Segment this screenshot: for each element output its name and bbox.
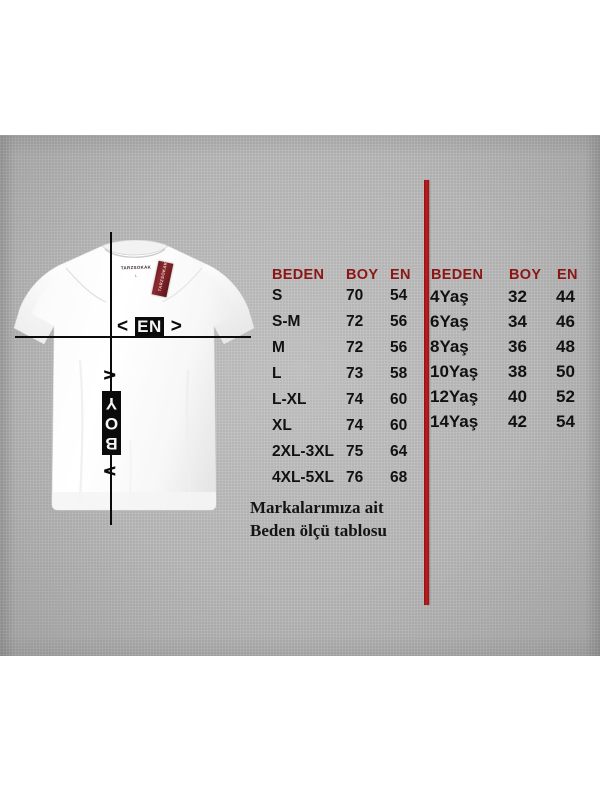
length-annotation-label: BOY xyxy=(101,390,121,455)
cell-length: 74 xyxy=(346,416,364,434)
cell-width: 46 xyxy=(556,311,575,331)
cell-width: 48 xyxy=(556,336,575,356)
cell-width: 60 xyxy=(390,416,408,434)
table-row: 14Yaş 42 54 xyxy=(430,413,590,438)
cell-length: 73 xyxy=(346,364,364,382)
column-header-boy: BOY xyxy=(346,267,379,283)
table-row: L 73 58 xyxy=(272,364,422,392)
caption-line-1: Markalarımıza ait xyxy=(250,498,384,517)
column-header-en: EN xyxy=(557,267,578,283)
column-header-beden: BEDEN xyxy=(431,267,484,283)
cell-size: 4Yaş xyxy=(430,286,469,306)
cell-length: 34 xyxy=(508,311,527,331)
cell-width: 56 xyxy=(390,312,408,330)
cell-length: 72 xyxy=(346,338,364,356)
cell-length: 72 xyxy=(346,312,364,330)
length-annotation: ∧ BOY ∨ xyxy=(101,350,121,495)
width-annotation: < EN > xyxy=(117,315,182,337)
cell-length: 38 xyxy=(508,361,527,381)
length-guide-line xyxy=(110,232,112,525)
cell-length: 42 xyxy=(508,411,527,431)
cell-length: 75 xyxy=(346,442,364,460)
table-row: 12Yaş 40 52 xyxy=(430,388,590,413)
kids-size-table: BEDEN BOY EN 4Yaş 32 44 6Yaş 34 46 8Yaş xyxy=(430,268,590,438)
tshirt-photo xyxy=(10,240,255,515)
table-header-row: BEDEN BOY EN xyxy=(430,268,590,288)
width-annotation-label: EN xyxy=(135,316,164,336)
caption-line-2: Beden ölçü tablosu xyxy=(250,520,387,540)
column-header-boy: BOY xyxy=(509,267,542,283)
column-header-beden: BEDEN xyxy=(272,267,325,283)
neck-label-size: L xyxy=(135,274,137,278)
table-row: XL 74 60 xyxy=(272,416,422,444)
cell-size: 14Yaş xyxy=(430,411,479,431)
tshirt-shape xyxy=(13,240,255,511)
cell-width: 58 xyxy=(390,364,408,382)
cell-width: 60 xyxy=(390,390,408,408)
cell-size: L-XL xyxy=(272,390,307,408)
cell-size: XL xyxy=(272,416,292,434)
cell-length: 74 xyxy=(346,390,364,408)
table-row: 2XL-3XL 75 64 xyxy=(272,442,422,470)
cell-size: 12Yaş xyxy=(430,386,479,406)
cell-length: 32 xyxy=(508,286,527,306)
cell-size: 6Yaş xyxy=(430,311,469,331)
table-row: 8Yaş 36 48 xyxy=(430,338,590,363)
table-row: M 72 56 xyxy=(272,338,422,366)
table-row: S 70 54 xyxy=(272,286,422,314)
table-row: S-M 72 56 xyxy=(272,312,422,340)
table-row: L-XL 74 60 xyxy=(272,390,422,418)
cell-size: 8Yaş xyxy=(430,336,469,356)
cell-length: 76 xyxy=(346,468,364,486)
cell-width: 44 xyxy=(556,286,575,306)
cell-width: 68 xyxy=(390,468,408,486)
cell-size: S-M xyxy=(272,312,301,330)
cell-width: 54 xyxy=(556,411,575,431)
cell-width: 52 xyxy=(556,386,575,406)
cell-size: 4XL-5XL xyxy=(272,468,335,486)
table-divider xyxy=(424,180,429,605)
cell-size: 2XL-3XL xyxy=(272,442,335,460)
arrow-right-icon: > xyxy=(170,315,182,337)
arrow-up-icon: ∧ xyxy=(101,367,121,382)
cell-size: S xyxy=(272,286,283,304)
table-row: 10Yaş 38 50 xyxy=(430,363,590,388)
caption: Markalarımıza ait Beden ölçü tablosu xyxy=(250,497,387,543)
width-guide-line xyxy=(15,336,251,338)
table-row: 6Yaş 34 46 xyxy=(430,313,590,338)
cell-size: 10Yaş xyxy=(430,361,479,381)
cell-width: 56 xyxy=(390,338,408,356)
table-header-row: BEDEN BOY EN xyxy=(272,268,422,288)
cell-size: M xyxy=(272,338,285,356)
cell-length: 70 xyxy=(346,286,364,304)
table-row: 4XL-5XL 76 68 xyxy=(272,468,422,496)
cell-length: 40 xyxy=(508,386,527,406)
adult-size-table: BEDEN BOY EN S 70 54 S-M 72 56 M xyxy=(272,268,422,496)
table-row: 4Yaş 32 44 xyxy=(430,288,590,313)
cell-width: 64 xyxy=(390,442,408,460)
arrow-left-icon: < xyxy=(117,315,129,337)
hang-tag-text: TARZSOKAK xyxy=(156,261,169,292)
cell-size: L xyxy=(272,364,282,382)
cell-width: 54 xyxy=(390,286,408,304)
column-header-en: EN xyxy=(390,267,411,283)
arrow-down-icon: ∨ xyxy=(101,463,121,478)
cell-length: 36 xyxy=(508,336,527,356)
cell-width: 50 xyxy=(556,361,575,381)
